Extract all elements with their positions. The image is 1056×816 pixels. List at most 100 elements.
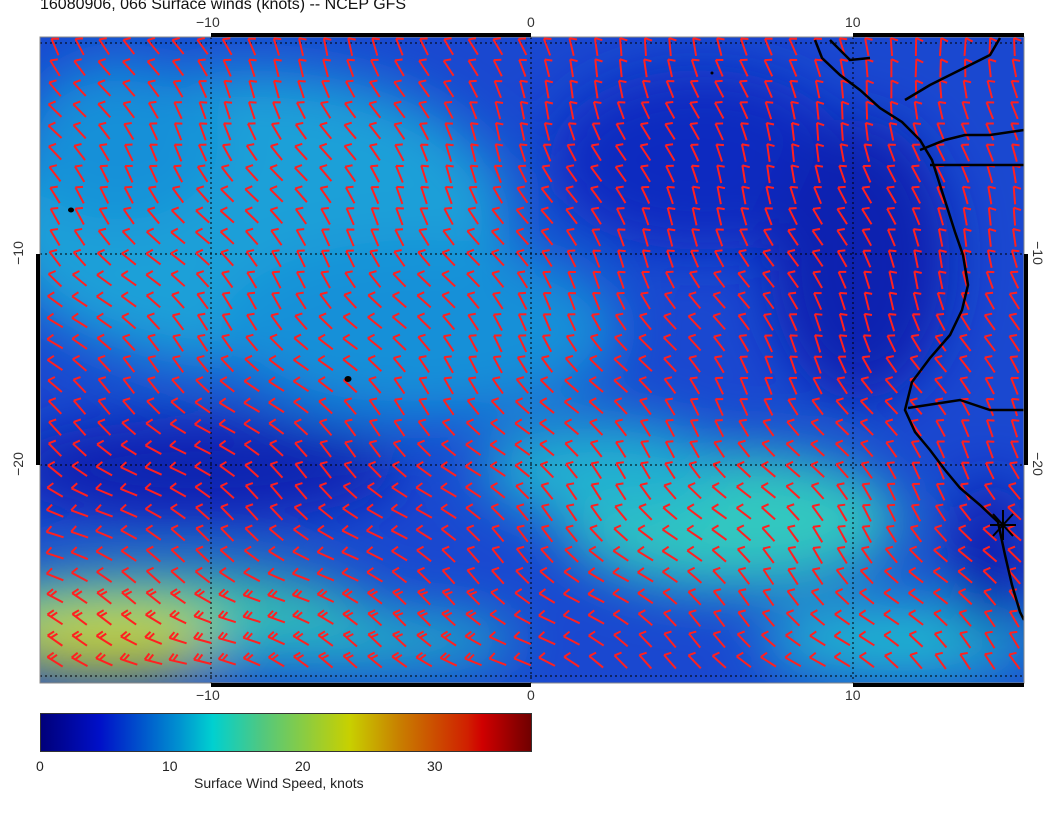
wind-barb [146, 58, 160, 76]
wind-barb [663, 609, 677, 627]
wind-barb [1007, 503, 1022, 521]
wind-barb [317, 609, 334, 625]
wind-barb [320, 249, 331, 268]
wind-barb [516, 524, 529, 543]
wind-barb [197, 143, 208, 162]
wind-barb [639, 397, 652, 416]
wind-barb [909, 651, 923, 670]
wind-barb [564, 439, 579, 457]
wind-barb [393, 79, 406, 98]
wind-barb [366, 546, 384, 561]
wind-barb [169, 609, 187, 625]
wind-barb [662, 333, 678, 351]
wind-barb [517, 291, 528, 310]
wind-barb [513, 631, 532, 646]
wind-barb [835, 418, 850, 436]
wind-barb [1010, 101, 1019, 120]
wind-barb [419, 143, 429, 162]
wind-barb [220, 524, 235, 542]
wind-barb [318, 418, 333, 437]
wind-barb [837, 355, 847, 374]
wind-barb [958, 355, 972, 373]
wind-barb [613, 651, 628, 669]
wind-barb [120, 461, 138, 476]
wind-barb [96, 609, 112, 626]
wind-barb [195, 503, 211, 521]
wind-barb [860, 439, 874, 458]
wind-barb [97, 100, 111, 118]
wind-barb [689, 397, 700, 416]
wind-barb [858, 651, 875, 668]
wind-barb [884, 376, 899, 394]
wind-barb [640, 440, 651, 459]
wind-barb [146, 312, 161, 330]
wind-barb [272, 101, 281, 120]
wind-barb [515, 206, 529, 225]
wind-barb [716, 206, 725, 226]
wind-barb [97, 354, 112, 373]
wind-barb [468, 186, 478, 205]
wind-barb [540, 206, 554, 225]
wind-barb [393, 121, 406, 140]
wind-barb [490, 588, 506, 605]
wind-barb [269, 164, 284, 182]
wind-barb [490, 227, 505, 246]
wind-barb [687, 312, 702, 330]
wind-barb [761, 439, 776, 457]
wind-barb [861, 524, 872, 543]
wind-barb [513, 652, 532, 667]
wind-barb [292, 609, 310, 625]
wind-barb [565, 524, 579, 543]
wind-barb [49, 185, 61, 204]
wind-barb [144, 461, 163, 476]
wind-barb [221, 270, 234, 289]
wind-barb [837, 524, 848, 543]
colorbar-tick: 0 [36, 758, 44, 774]
wind-barb [862, 164, 872, 183]
wind-barb [666, 249, 675, 268]
wind-barb [638, 630, 653, 648]
wind-barb [292, 376, 310, 393]
wind-barb [122, 354, 136, 373]
wind-barb [690, 249, 700, 268]
wind-barb [883, 588, 900, 605]
wind-barb [934, 651, 947, 670]
wind-barb [440, 503, 457, 520]
wind-barb [910, 503, 922, 522]
wind-barb [464, 630, 482, 646]
wind-barb [937, 270, 947, 290]
wind-barb [195, 270, 210, 288]
wind-barb [887, 143, 896, 162]
wind-barb [618, 79, 627, 99]
wind-barb [195, 185, 210, 203]
wind-barb [70, 504, 89, 518]
wind-barb [791, 143, 800, 163]
wind-barb [565, 164, 578, 183]
wind-barb [172, 79, 184, 98]
wind-barb [467, 58, 479, 77]
wind-barb [1012, 227, 1021, 247]
wind-barb [711, 482, 727, 499]
wind-barb [615, 185, 627, 204]
wind-barb [367, 333, 383, 351]
wind-barb [961, 185, 971, 205]
wind-barb [589, 333, 603, 352]
wind-barb [958, 333, 972, 352]
wind-barb [72, 79, 87, 97]
wind-barb [762, 545, 775, 564]
wind-barb [220, 248, 234, 267]
wind-barb [589, 439, 603, 458]
wind-barb [320, 270, 331, 289]
wind-barb [217, 610, 237, 624]
wind-barb [341, 567, 359, 582]
wind-barb [243, 439, 260, 456]
wind-barb [593, 79, 603, 99]
wind-barb [687, 333, 702, 352]
wind-barb [639, 143, 652, 162]
wind-barb [540, 524, 554, 543]
wind-barb [145, 270, 162, 287]
wind-barb [1009, 355, 1020, 374]
wind-barb [639, 122, 651, 140]
wind-barb [736, 545, 751, 564]
wind-barb [790, 164, 800, 184]
